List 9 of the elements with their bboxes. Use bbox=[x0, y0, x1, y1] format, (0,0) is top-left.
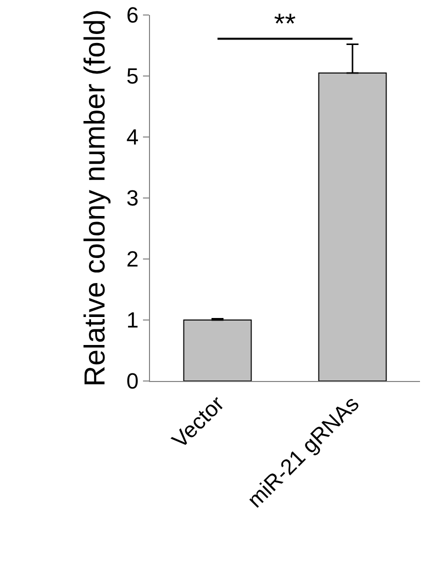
y-axis-title: Relative colony number (fold) bbox=[80, 9, 112, 387]
y-tick-label: 3 bbox=[126, 186, 139, 211]
y-tick-label: 4 bbox=[126, 124, 139, 150]
annotation: ** bbox=[274, 8, 296, 39]
y-tick-label: 1 bbox=[126, 308, 139, 333]
y-tick-label: 2 bbox=[126, 246, 139, 272]
y-tick-label: 6 bbox=[126, 2, 139, 28]
y-tick-label: 5 bbox=[126, 64, 139, 89]
y-tick-label: 0 bbox=[126, 368, 139, 394]
